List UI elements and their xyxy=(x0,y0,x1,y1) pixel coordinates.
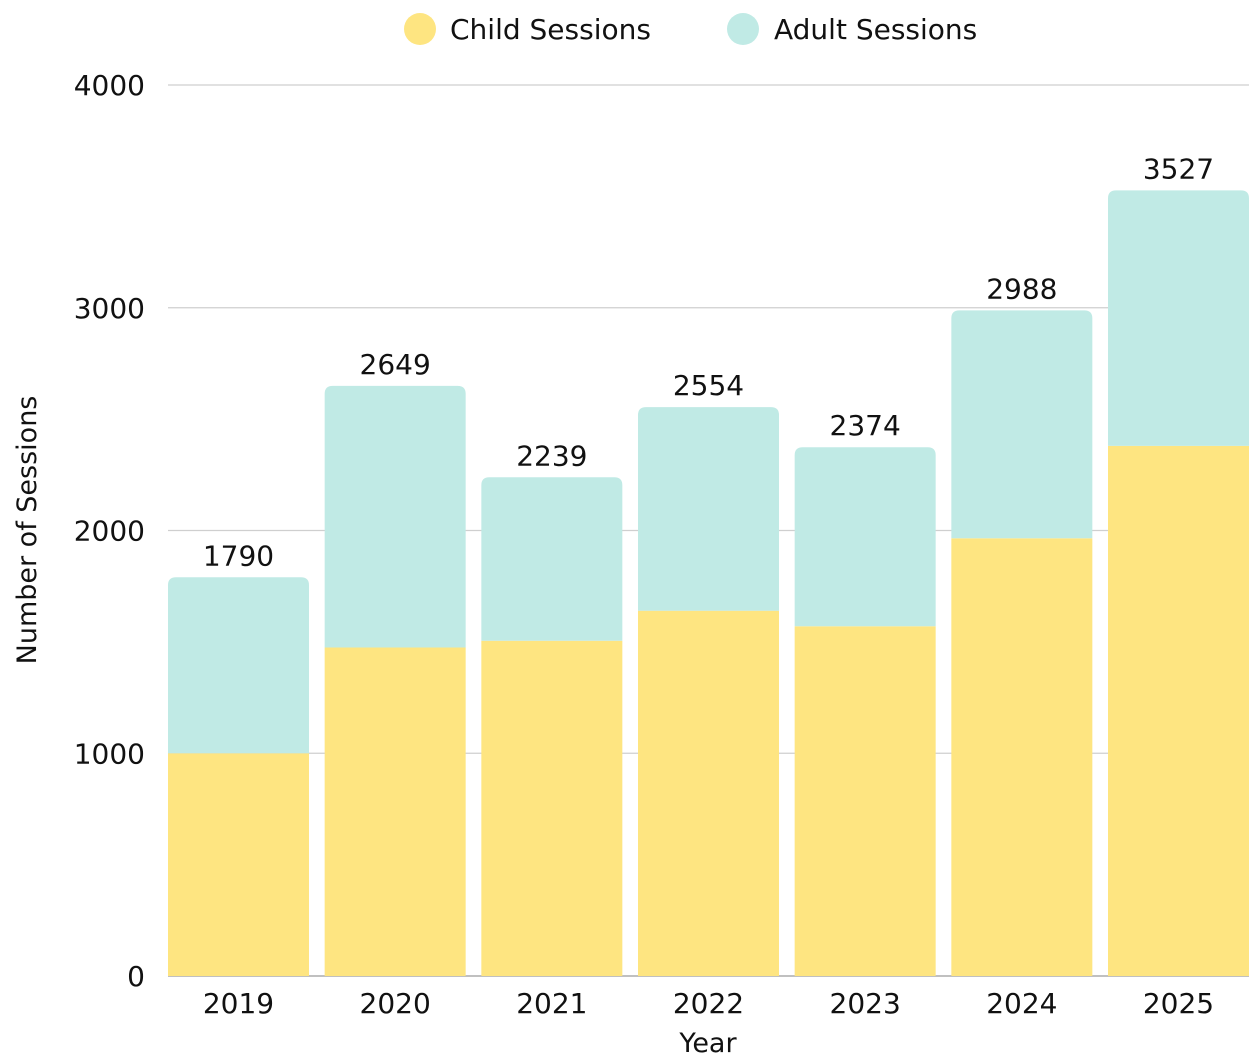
bar-adult-sessions-2022 xyxy=(638,407,779,611)
bar-adult-sessions-2020 xyxy=(324,385,466,648)
y-axis-title: Number of Sessions xyxy=(12,396,43,665)
y-tick-label: 2000 xyxy=(74,515,145,548)
data-labels: 1790 2649 2239 2554 2374 2988 3527 xyxy=(203,152,1214,572)
bars xyxy=(168,190,1249,977)
bar-adult-sessions-2025 xyxy=(1108,190,1249,446)
bar-adult-sessions-2019 xyxy=(168,577,309,754)
x-tick-label-2019: 2019 xyxy=(203,987,274,1020)
bar-child-sessions-2025 xyxy=(1108,445,1249,977)
bar-adult-sessions-2023 xyxy=(794,447,936,627)
total-label-2019: 1790 xyxy=(203,539,274,572)
bar-child-sessions-2023 xyxy=(794,626,936,976)
axes: 0 1000 2000 3000 4000 2019 2020 2021 2022 2023 202… xyxy=(74,69,1214,1020)
legend: Child Sessions Adult Sessions xyxy=(404,13,977,46)
bar-child-sessions-2020 xyxy=(324,647,466,976)
x-tick-label-2023: 2023 xyxy=(830,987,901,1020)
legend-swatch-adult-sessions xyxy=(727,13,759,45)
legend-label-child-sessions: Child Sessions xyxy=(450,13,651,46)
y-tick-label: 4000 xyxy=(74,69,145,102)
y-tick-label: 0 xyxy=(127,960,145,993)
total-label-2020: 2649 xyxy=(360,348,431,381)
bar-child-sessions-2019 xyxy=(168,753,309,976)
legend-label-adult-sessions: Adult Sessions xyxy=(774,13,977,46)
x-tick-label-2020: 2020 xyxy=(360,987,431,1020)
x-axis-title: Year xyxy=(678,1028,737,1055)
bar-child-sessions-2022 xyxy=(638,610,779,976)
x-tick-label-2022: 2022 xyxy=(673,987,744,1020)
total-label-2025: 3527 xyxy=(1143,152,1214,185)
x-tick-label-2025: 2025 xyxy=(1143,987,1214,1020)
bar-child-sessions-2021 xyxy=(481,640,623,976)
bar-adult-sessions-2021 xyxy=(481,477,623,641)
y-tick-label: 1000 xyxy=(74,737,145,770)
x-tick-label-2024: 2024 xyxy=(986,987,1057,1020)
x-tick-label-2021: 2021 xyxy=(516,987,587,1020)
total-label-2023: 2374 xyxy=(830,409,901,442)
y-tick-label: 3000 xyxy=(74,292,145,325)
bar-adult-sessions-2024 xyxy=(951,310,1093,539)
bar-child-sessions-2024 xyxy=(951,538,1093,976)
total-label-2022: 2554 xyxy=(673,369,744,402)
legend-swatch-child-sessions xyxy=(404,13,436,45)
total-label-2024: 2988 xyxy=(986,272,1057,305)
total-label-2021: 2239 xyxy=(516,439,587,472)
